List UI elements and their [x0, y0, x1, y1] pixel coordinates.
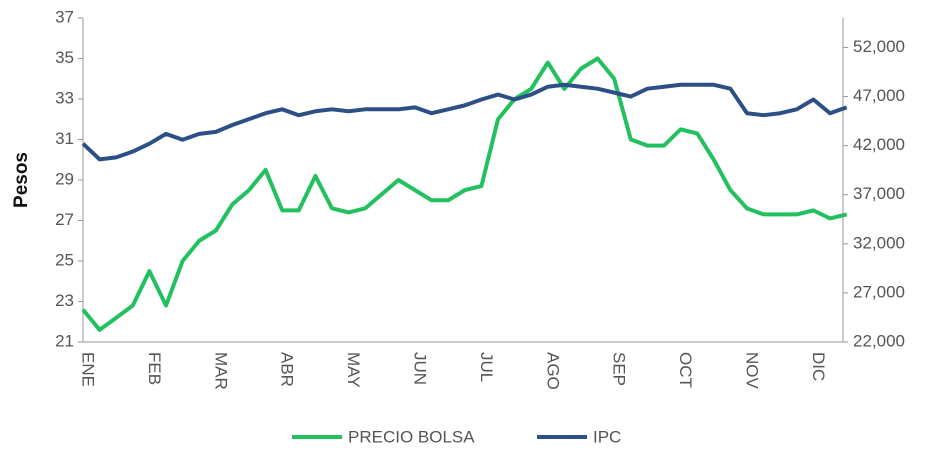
series-line	[81, 82, 848, 162]
y-tick-label: 21	[55, 331, 74, 350]
x-tick-label: AGO	[543, 352, 562, 390]
x-tick-label: OCT	[676, 352, 695, 388]
x-tick-label: MAY	[344, 352, 363, 388]
y2-tick-label: 22,000	[853, 331, 905, 350]
y-tick-label: 33	[55, 88, 74, 107]
x-tick-label: ENE	[79, 352, 98, 387]
y-tick-label: 25	[55, 250, 74, 269]
x-tick-label: JUL	[477, 352, 496, 382]
y-tick-label: 23	[55, 291, 74, 310]
y-tick-label: 35	[55, 48, 74, 67]
x-tick-label: MAR	[211, 352, 230, 390]
y-axis-label: Pesos	[11, 152, 32, 208]
x-tick-label: FEB	[145, 352, 164, 385]
y2-tick-label: 37,000	[853, 184, 905, 203]
y2-tick-label: 52,000	[853, 37, 905, 56]
y2-tick-label: 27,000	[853, 282, 905, 301]
x-tick-label: ABR	[278, 352, 297, 387]
y-tick-label: 37	[55, 7, 74, 26]
legend-label: PRECIO BOLSA	[348, 427, 475, 446]
y2-tick-label: 42,000	[853, 135, 905, 154]
x-tick-label: SEP	[610, 352, 629, 386]
x-tick-label: JUN	[411, 352, 430, 385]
y-tick-label: 31	[55, 129, 74, 148]
y2-tick-label: 47,000	[853, 86, 905, 105]
y2-tick-label: 32,000	[853, 233, 905, 252]
x-tick-label: DIC	[809, 352, 828, 381]
series-line	[81, 56, 848, 332]
x-tick-label: NOV	[743, 352, 762, 390]
y-tick-label: 27	[55, 210, 74, 229]
y-tick-label: 29	[55, 169, 74, 188]
legend-label: IPC	[593, 427, 621, 446]
